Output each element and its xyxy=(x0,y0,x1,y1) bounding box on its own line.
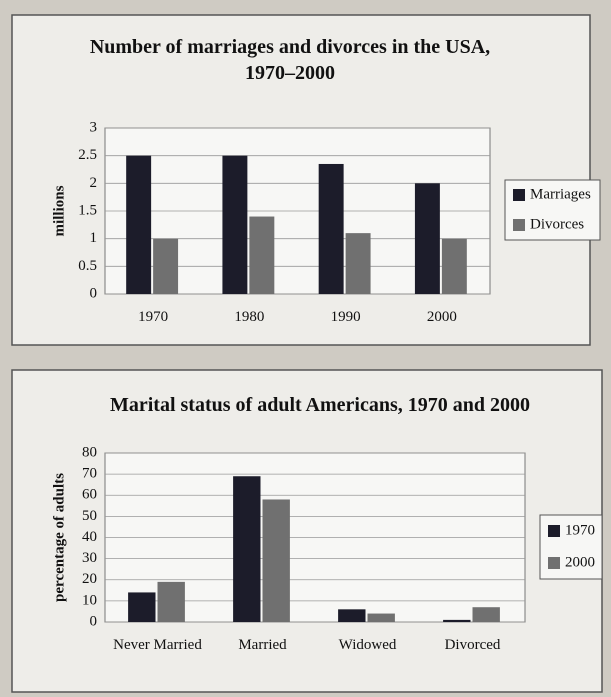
x-tick-label: 1970 xyxy=(138,309,169,325)
bar xyxy=(443,619,471,622)
y-tick-label: 50 xyxy=(82,508,97,524)
x-tick-label: 1990 xyxy=(330,309,361,325)
bar xyxy=(262,499,290,622)
legend-label: Divorces xyxy=(530,216,584,232)
bar xyxy=(472,607,500,622)
y-axis-label: millions xyxy=(51,185,67,236)
y-tick-label: 60 xyxy=(82,487,97,503)
y-tick-label: 0 xyxy=(90,285,98,301)
x-tick-label: Never Married xyxy=(113,637,202,653)
y-tick-label: 0 xyxy=(90,613,98,629)
y-tick-label: 0.5 xyxy=(78,258,97,274)
y-tick-label: 70 xyxy=(82,466,97,482)
chart-title: Marital status of adult Americans, 1970 … xyxy=(110,394,530,416)
y-tick-label: 10 xyxy=(82,592,97,608)
x-tick-label: 2000 xyxy=(426,309,457,325)
legend-swatch xyxy=(513,189,525,201)
bar xyxy=(222,155,248,294)
legend-label: 2000 xyxy=(565,554,595,570)
y-tick-label: 40 xyxy=(82,529,97,545)
chart-title: Number of marriages and divorces in the … xyxy=(89,36,491,84)
y-tick-label: 20 xyxy=(82,571,97,587)
x-tick-label: Divorced xyxy=(444,637,501,653)
y-tick-label: 2 xyxy=(90,175,98,191)
bar xyxy=(345,233,371,294)
bar xyxy=(441,238,467,294)
y-tick-label: 1 xyxy=(90,230,98,246)
bar xyxy=(157,581,185,622)
bar xyxy=(233,476,261,622)
x-tick-label: 1980 xyxy=(234,309,265,325)
legend-swatch xyxy=(548,557,560,569)
bar xyxy=(338,609,366,622)
y-tick-label: 80 xyxy=(82,444,97,460)
legend-label: 1970 xyxy=(565,522,595,538)
y-tick-label: 1.5 xyxy=(78,202,97,218)
legend-swatch xyxy=(548,525,560,537)
bar xyxy=(414,183,440,294)
x-tick-label: Married xyxy=(238,637,287,653)
bar xyxy=(126,155,152,294)
bar xyxy=(318,163,344,294)
y-axis-label: percentage of adults xyxy=(51,473,67,602)
y-tick-label: 30 xyxy=(82,550,97,566)
bar xyxy=(367,613,395,622)
y-tick-label: 2.5 xyxy=(78,147,97,163)
x-tick-label: Widowed xyxy=(338,637,397,653)
bar xyxy=(153,238,179,294)
y-tick-label: 3 xyxy=(90,119,98,135)
bar xyxy=(128,592,156,622)
legend-swatch xyxy=(513,219,525,231)
legend-label: Marriages xyxy=(530,186,591,202)
bar xyxy=(249,216,275,294)
